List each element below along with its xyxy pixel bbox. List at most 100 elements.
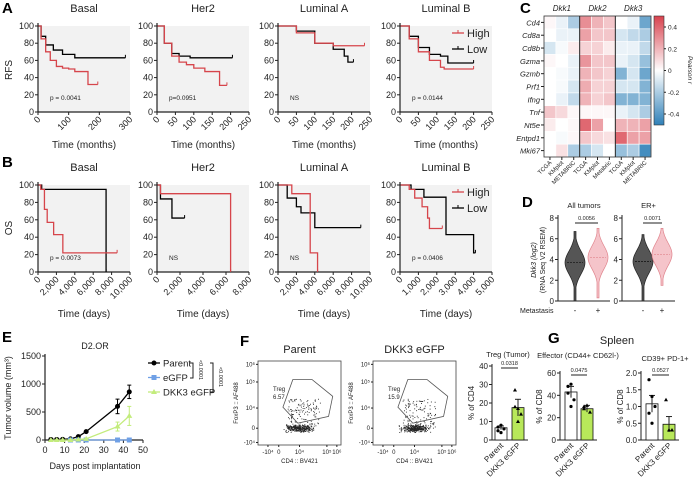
heatmap-cell	[591, 15, 604, 30]
event-dot	[310, 403, 311, 405]
event-dot	[425, 431, 427, 433]
event-dot	[413, 427, 415, 429]
colorbar-label: Pearson r	[686, 56, 693, 85]
x-tick-label: 6,000	[207, 274, 230, 297]
event-dot	[299, 429, 301, 431]
event-dot	[294, 399, 296, 401]
heatmap-cell	[579, 79, 592, 94]
event-dot	[287, 425, 289, 427]
event-dot	[293, 425, 294, 427]
event-dot	[304, 413, 305, 415]
event-dot	[413, 428, 414, 430]
y-tick-label: 0	[484, 436, 489, 445]
event-dot	[302, 410, 304, 412]
row-label: Tnf	[529, 108, 541, 117]
event-dot	[299, 425, 301, 427]
p-value: 0.0527	[652, 368, 669, 374]
y-tick-label: 100	[138, 180, 153, 190]
event-dot	[423, 426, 425, 428]
event-dot	[401, 428, 403, 430]
heatmap-cell	[603, 143, 616, 158]
plot-title: Basal	[70, 3, 98, 15]
y-tick-label: 0	[550, 297, 555, 306]
row-label: Ifng	[527, 95, 540, 104]
colorbar-tick-label: -0.2	[668, 90, 680, 97]
event-dot	[422, 425, 424, 427]
data-point	[115, 437, 121, 443]
plot-title: CD39+ PD-1+	[641, 354, 689, 363]
event-dot	[407, 424, 409, 425]
event-dot	[398, 426, 400, 427]
event-dot	[415, 430, 417, 432]
event-dot	[423, 428, 424, 430]
heatmap-cell	[555, 105, 569, 119]
event-dot	[415, 404, 417, 406]
event-dot	[295, 398, 297, 400]
y-axis-label: % of CD4	[467, 385, 476, 420]
km-curve-low	[278, 184, 361, 229]
event-dot	[309, 429, 311, 430]
event-dot	[427, 414, 429, 416]
y-tick-label: 80	[386, 38, 396, 48]
x-tick-label: -10⁴	[377, 449, 389, 456]
event-dot	[286, 432, 288, 433]
event-dot	[299, 414, 300, 416]
heatmap-cell	[567, 41, 580, 55]
event-dot	[417, 425, 419, 427]
event-dot	[407, 423, 409, 425]
event-dot	[404, 431, 406, 433]
event-dot	[311, 428, 312, 430]
event-dot	[296, 428, 298, 429]
plot-title: Luminal A	[300, 3, 349, 15]
event-dot	[310, 409, 312, 411]
x-tick-label: 150	[442, 114, 460, 132]
event-dot	[430, 425, 431, 427]
event-dot	[425, 424, 427, 426]
y-tick-label: 100	[138, 21, 153, 31]
event-dot	[407, 407, 409, 409]
event-dot	[408, 406, 410, 408]
heatmap-cell	[579, 54, 592, 68]
x-tick-label: 10⁴	[410, 449, 420, 456]
x-tick-label: 4,000	[455, 274, 478, 297]
heatmap-cell	[555, 92, 569, 107]
event-dot	[421, 428, 423, 430]
heatmap-cell	[615, 15, 628, 30]
x-tick-label: 10⁵	[322, 449, 332, 456]
heatmap-cell	[603, 79, 616, 94]
y-tick-label: 40	[386, 232, 396, 242]
gate-percentage: 6.57	[273, 395, 285, 401]
event-dot	[416, 426, 418, 428]
x-axis-label: Time (months)	[292, 140, 356, 151]
event-dot	[418, 426, 420, 428]
event-dot	[297, 426, 299, 428]
treg-gate	[397, 379, 449, 424]
event-dot	[313, 407, 315, 409]
x-tick-label: 10⁶	[447, 449, 457, 456]
event-dot	[434, 415, 436, 417]
event-dot	[303, 425, 304, 427]
event-dot	[422, 425, 424, 427]
event-dot	[420, 400, 422, 402]
x-tick-label: 2,000	[278, 274, 301, 297]
y-tick-label: 60	[386, 215, 396, 225]
gate-percentage: 15.9	[388, 395, 400, 401]
event-dot	[405, 430, 407, 432]
data-point	[47, 437, 54, 442]
event-dot	[307, 425, 309, 426]
y-axis-label: % of CD8	[535, 389, 544, 424]
event-dot	[296, 427, 298, 429]
heatmap-cell	[591, 118, 604, 132]
event-dot	[429, 412, 431, 414]
y-tick-label: 0	[252, 426, 256, 432]
y-axis-label: Tumor volume (mm³)	[3, 356, 13, 440]
violin-metastasis-positive	[587, 228, 609, 299]
event-dot	[407, 428, 409, 430]
x-axis-label: Time (months)	[171, 140, 235, 151]
event-dot	[404, 429, 406, 431]
event-dot	[288, 418, 290, 420]
event-dot	[296, 430, 298, 432]
event-dot	[421, 429, 423, 430]
y-tick-label: 100	[19, 21, 34, 31]
